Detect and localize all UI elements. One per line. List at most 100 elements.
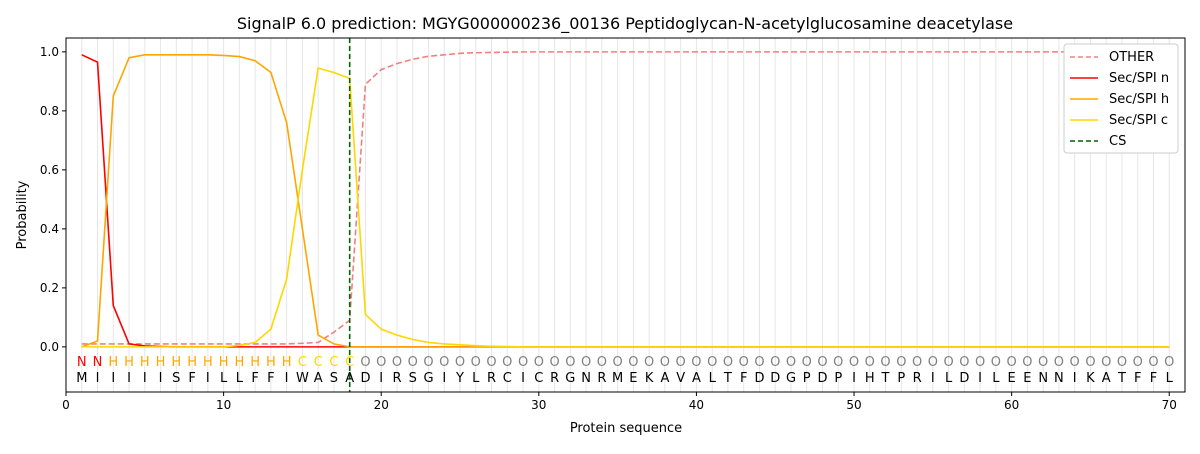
- region-label: O: [408, 355, 418, 370]
- region-label: N: [93, 355, 103, 370]
- x-tick-label: 40: [689, 398, 704, 412]
- region-label: O: [502, 355, 512, 370]
- region-label: H: [266, 355, 276, 370]
- series-line: [81, 51, 1170, 345]
- region-label: H: [234, 355, 244, 370]
- region-label: O: [912, 355, 922, 370]
- y-tick-label: 0.8: [40, 104, 59, 118]
- residue-sequence: MIIIIISFILLFFIWASADIRSGIYLRCICRGNRMEKAVA…: [76, 371, 1173, 386]
- y-tick-label: 0.2: [40, 281, 59, 295]
- region-label: O: [943, 355, 953, 370]
- region-label: O: [471, 355, 481, 370]
- y-axis-label: Probability: [15, 180, 30, 249]
- region-label: O: [613, 355, 623, 370]
- region-label: O: [1085, 355, 1095, 370]
- series-line: [81, 67, 1170, 348]
- region-label: O: [1148, 355, 1158, 370]
- region-label: O: [991, 355, 1001, 370]
- region-label: H: [282, 355, 292, 370]
- region-label: O: [880, 355, 890, 370]
- region-label: O: [549, 355, 559, 370]
- region-label: O: [1007, 355, 1017, 370]
- region-label: H: [124, 355, 134, 370]
- region-label: O: [739, 355, 749, 370]
- region-label: H: [203, 355, 213, 370]
- x-tick-label: 70: [1162, 398, 1177, 412]
- region-label: C: [329, 355, 338, 370]
- region-label: O: [597, 355, 607, 370]
- region-label: O: [833, 355, 843, 370]
- x-tick-label: 20: [374, 398, 389, 412]
- legend-label: Sec/SPI c: [1109, 113, 1168, 128]
- series-line: [81, 54, 1170, 348]
- region-label: H: [108, 355, 118, 370]
- region-label: O: [786, 355, 796, 370]
- y-tick-label: 0.4: [40, 222, 59, 236]
- region-label: O: [896, 355, 906, 370]
- region-label: O: [360, 355, 370, 370]
- region-label: O: [770, 355, 780, 370]
- region-label: O: [581, 355, 591, 370]
- x-tick-label: 10: [216, 398, 231, 412]
- region-label: H: [171, 355, 181, 370]
- region-label: O: [691, 355, 701, 370]
- x-tick-label: 60: [1004, 398, 1019, 412]
- x-tick-label: 0: [62, 398, 70, 412]
- region-label: O: [707, 355, 717, 370]
- region-label: O: [1117, 355, 1127, 370]
- region-label: O: [392, 355, 402, 370]
- legend-label: Sec/SPI n: [1109, 71, 1169, 86]
- region-label: O: [928, 355, 938, 370]
- region-label: O: [1054, 355, 1064, 370]
- region-label: O: [1038, 355, 1048, 370]
- region-label: O: [534, 355, 544, 370]
- region-label: H: [187, 355, 197, 370]
- region-label: O: [1164, 355, 1174, 370]
- chart-title: SignalP 6.0 prediction: MGYG000000236_00…: [237, 14, 1013, 34]
- region-label: O: [486, 355, 496, 370]
- region-label: O: [723, 355, 733, 370]
- y-tick-label: 0.0: [40, 340, 59, 354]
- region-label: O: [423, 355, 433, 370]
- region-label: N: [77, 355, 87, 370]
- region-label: O: [518, 355, 528, 370]
- y-tick-label: 1.0: [40, 45, 59, 59]
- legend-label: Sec/SPI h: [1109, 92, 1169, 107]
- region-label: O: [849, 355, 859, 370]
- x-tick-label: 30: [531, 398, 546, 412]
- region-label: O: [959, 355, 969, 370]
- region-label: H: [140, 355, 150, 370]
- legend-label: CS: [1109, 134, 1126, 149]
- series-line: [81, 54, 1170, 348]
- region-label: O: [565, 355, 575, 370]
- region-label: H: [250, 355, 260, 370]
- region-label: H: [156, 355, 166, 370]
- region-label: O: [1070, 355, 1080, 370]
- region-label: O: [1101, 355, 1111, 370]
- region-label: O: [455, 355, 465, 370]
- region-label: O: [817, 355, 827, 370]
- region-label: O: [754, 355, 764, 370]
- x-tick-label: 50: [846, 398, 861, 412]
- region-label: O: [802, 355, 812, 370]
- region-label: O: [376, 355, 386, 370]
- region-label: O: [975, 355, 985, 370]
- region-label: O: [628, 355, 638, 370]
- region-label: C: [298, 355, 307, 370]
- region-label: O: [865, 355, 875, 370]
- region-label: H: [219, 355, 229, 370]
- region-label: O: [676, 355, 686, 370]
- region-label: C: [314, 355, 323, 370]
- region-label: O: [660, 355, 670, 370]
- legend-box: [1063, 43, 1179, 154]
- x-axis-label: Protein sequence: [570, 421, 682, 436]
- region-label: O: [1022, 355, 1032, 370]
- region-label: O: [439, 355, 449, 370]
- legend-label: OTHER: [1109, 50, 1154, 65]
- y-tick-label: 0.6: [40, 163, 59, 177]
- plot-frame: [65, 37, 1186, 393]
- region-label: O: [644, 355, 654, 370]
- region-label: O: [1133, 355, 1143, 370]
